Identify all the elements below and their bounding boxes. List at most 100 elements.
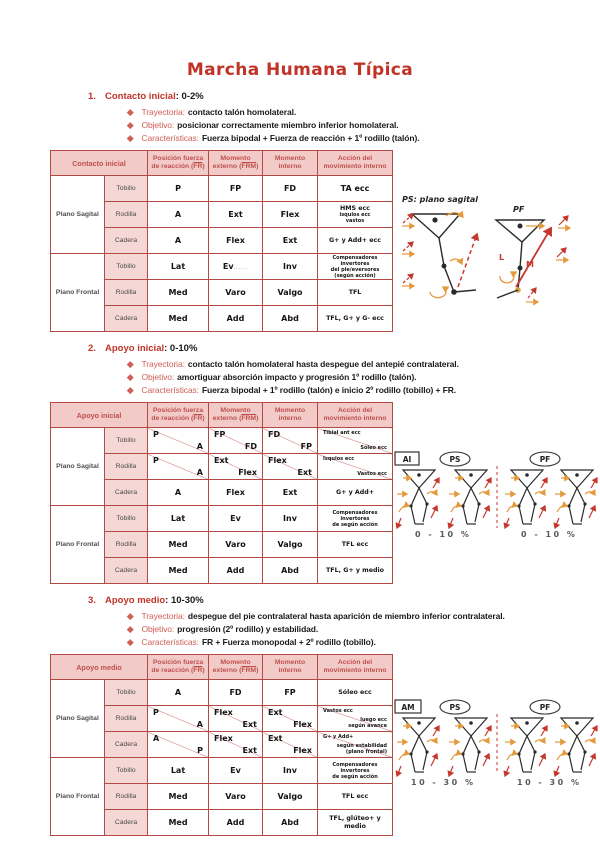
sketch-label-pf: PF <box>513 205 525 214</box>
table-row: Rodilla P A Ext Flex Flex Ext Isquios ecc Vastos… <box>51 453 393 480</box>
value-cell: TFL ecc <box>317 531 393 558</box>
joint-label-cell: Rodilla <box>104 201 148 228</box>
gait-table: Contacto inicial Posición fuerza de reacc… <box>50 150 393 332</box>
table-row: Plano Sagital Tobillo A FD FP Sóleo ecc <box>50 679 393 758</box>
bullet-list: Trayectoria: contacto talón homolateral. … <box>127 106 600 145</box>
value-cell: Abd <box>262 557 318 584</box>
joint-label-cell: Rodilla <box>104 783 148 810</box>
table-row: Cadera Med Add Abd TFL, glúteo+ y medio <box>51 809 393 836</box>
value-cell: Ext Flex <box>262 705 318 732</box>
column-header: Acción del movimiento interno <box>317 402 393 428</box>
sketch-contacto-inicial: PS: plano sagital PF <box>402 195 572 306</box>
bullet-label: Trayectoria: <box>141 359 185 369</box>
mini-stick-figure <box>505 470 547 528</box>
value-cell: TFL, G+ y G- ecc <box>317 305 393 332</box>
table-corner-cell: Apoyo inicial <box>50 402 148 428</box>
value-cell: Valgo <box>262 531 318 558</box>
value-cell: A <box>147 479 209 506</box>
value-cell: FP <box>208 175 263 202</box>
section-number: 2. <box>88 343 96 354</box>
value-cell: Flex Ext <box>208 705 263 732</box>
bullet-text: amortiguar absorción impacto y progresió… <box>177 372 417 382</box>
joint-label-cell: Tobillo <box>104 175 148 202</box>
value-cell: Lat <box>147 253 209 280</box>
mini-stick-figure <box>449 718 491 776</box>
sketch-apoyo-medio: AM PS PF 10 - 30 % 10 - 30 % <box>394 699 598 787</box>
value-cell: Ext <box>262 227 318 254</box>
value-cell: Isquios ecc Vastos ecc <box>317 453 393 480</box>
bullet-label: Objetivo: <box>141 372 175 382</box>
value-cell: Ev <box>208 505 263 532</box>
bullet-text: Fuerza bipodal + Fuerza de reacción + 1º… <box>201 133 420 143</box>
bullet-text: Fuerza bipodal + 1º rodillo (talón) e in… <box>201 385 457 395</box>
value-cell: G+ y Add+ según estabilidad (plano frontal… <box>317 731 393 758</box>
bullet-list: Trayectoria: contacto talón homolateral h… <box>127 358 600 397</box>
section-range: : 0-10% <box>164 343 198 354</box>
value-cell: Varo <box>208 279 263 306</box>
column-header: Momento interno <box>262 402 318 428</box>
bullet-label: Características: <box>141 133 200 143</box>
value-cell: Vastos ecc luego ecc según avance <box>317 705 393 732</box>
section-heading-contacto-inicial: 1. Contacto inicial: 0-2% <box>88 91 600 103</box>
section-number: 3. <box>88 595 96 606</box>
tag-box <box>394 451 420 466</box>
section-number: 1. <box>88 91 96 102</box>
gait-table: Apoyo inicial Posición fuerza de reacción… <box>50 402 393 584</box>
bullet-text: contacto talón homolateral. <box>187 107 297 117</box>
bullet-objetivo: Objetivo: posicionar correctamente miembr… <box>127 119 600 132</box>
diamond-icon <box>127 134 134 141</box>
column-header: Momento interno <box>262 150 318 176</box>
value-cell: Flex Ext <box>208 731 263 758</box>
table-row: Plano Frontal Tobillo Lat Ev Inv Compensadore… <box>50 757 393 836</box>
table-corner-cell: Contacto inicial <box>50 150 148 176</box>
value-cell: Ev <box>208 757 263 784</box>
table-header-row: Apoyo inicial Posición fuerza de reacción… <box>50 402 393 428</box>
bullet-label: Objetivo: <box>141 120 175 130</box>
joint-label-cell: Rodilla <box>104 453 148 480</box>
stick-figure-sagittal <box>402 210 480 299</box>
value-cell: G+ y Add+ ecc <box>317 227 393 254</box>
value-cell: Flex Ext <box>262 453 318 480</box>
bullet-text: posicionar correctamente miembro inferio… <box>177 120 399 130</box>
value-cell: Inv <box>262 505 318 532</box>
value-cell: Add <box>208 809 263 836</box>
bullet-label: Objetivo: <box>141 624 175 634</box>
table-corner-cell: Apoyo medio <box>50 654 148 680</box>
percent-left: 0 - 10 % <box>415 530 471 539</box>
value-cell: Add <box>208 557 263 584</box>
value-cell: FD FP <box>262 427 318 454</box>
bullet-objetivo: Objetivo: amortiguar absorción impacto y … <box>127 371 600 384</box>
value-cell: Flex <box>262 201 318 228</box>
value-cell: Valgo <box>262 279 318 306</box>
grf-line-solid <box>515 226 552 288</box>
column-header: Momento externo (FRM) <box>208 150 263 176</box>
value-cell: Ext <box>262 479 318 506</box>
sketch-label-ps: PS: plano sagital <box>402 195 478 204</box>
mini-stick-figure <box>397 470 439 528</box>
bullet-list: Trayectoria: despegue del pie contralater… <box>127 610 600 649</box>
column-header: Acción del movimiento interno <box>317 150 393 176</box>
table-row: Plano Frontal Tobillo Lat Ev Inv Compensadore… <box>50 505 393 584</box>
table-row: Plano Sagital Tobillo P A FP FD FD FP Tibial ant… <box>50 427 393 506</box>
value-cell: Flex <box>208 479 263 506</box>
column-header: Posición fuerza de reacción (FR) <box>147 150 209 176</box>
mini-stick-figure <box>397 718 439 776</box>
table-contacto-inicial: Contacto inicial Posición fuerza de reacc… <box>0 150 600 332</box>
section-title: Contacto inicial <box>105 91 176 102</box>
table-row: Cadera Med Add Abd TFL, G+ y G- ecc <box>51 305 393 332</box>
section-heading-apoyo-medio: 3. Apoyo medio: 10-30% <box>88 595 600 607</box>
plane-label-cell: Plano Sagital <box>50 679 105 758</box>
bullet-text: progresión (2º rodillo) y estabilidad. <box>177 624 319 634</box>
bullet-label: Trayectoria: <box>141 107 185 117</box>
bullet-text: FR + Fuerza monopodal + 2º rodillo (tobi… <box>201 637 376 647</box>
value-cell: G+ y Add+ <box>317 479 393 506</box>
value-cell: TFL, glúteo+ y medio <box>317 809 393 836</box>
joint-label-cell: Cadera <box>104 479 148 506</box>
table-apoyo-inicial: Apoyo inicial Posición fuerza de reacción… <box>0 402 600 584</box>
value-cell: Sóleo ecc <box>317 679 393 706</box>
joint-label-cell: Rodilla <box>104 705 148 732</box>
joint-label-cell: Rodilla <box>104 279 148 306</box>
table-header-row: Apoyo medio Posición fuerza de reacción (… <box>50 654 393 680</box>
